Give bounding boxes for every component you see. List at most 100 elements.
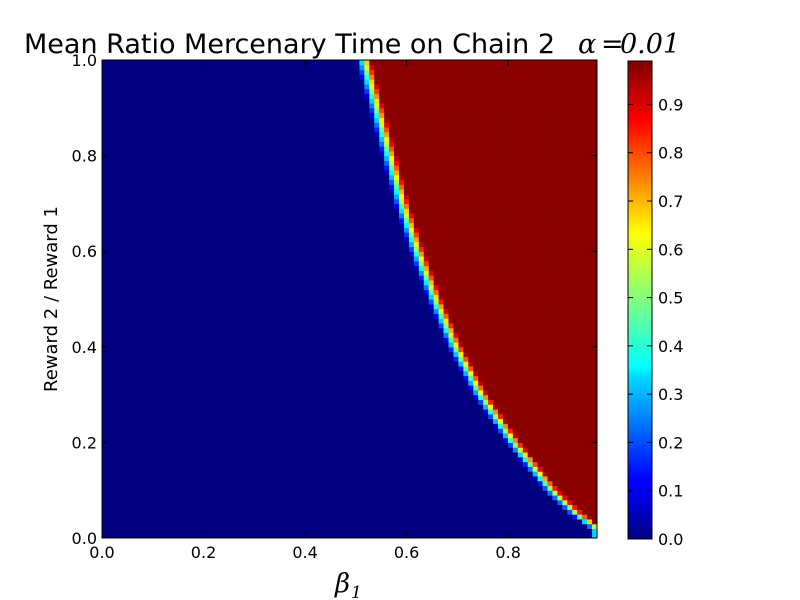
heatmap-cell: [413, 365, 420, 372]
heatmap-cell: [181, 365, 187, 372]
heatmap-cell: [285, 327, 291, 334]
heatmap-cell: [498, 413, 504, 420]
heatmap-cell: [478, 533, 484, 538]
heatmap-cell: [255, 399, 261, 405]
heatmap-cell: [488, 423, 494, 429]
heatmap-cell: [498, 361, 504, 367]
heatmap-cell: [498, 428, 504, 434]
heatmap-cell: [547, 370, 554, 377]
heatmap-cell: [557, 485, 563, 491]
heatmap-cell: [507, 428, 514, 434]
heatmap-cell: [478, 413, 484, 420]
heatmap-cell: [408, 475, 415, 482]
heatmap-cell: [220, 518, 227, 525]
heatmap-cell: [201, 480, 207, 487]
heatmap-cell: [423, 480, 430, 487]
heatmap-cell: [488, 480, 494, 487]
heatmap-cell: [196, 437, 202, 443]
heatmap-cell: [295, 318, 301, 324]
heatmap-cell: [428, 466, 435, 472]
heatmap-cell: [488, 356, 494, 362]
heatmap-cell: [250, 385, 257, 391]
heatmap-cell: [507, 318, 514, 324]
heatmap-cell: [131, 370, 138, 377]
heatmap-cell: [572, 504, 578, 510]
heatmap-cell: [324, 418, 331, 424]
heatmap-cell: [260, 499, 266, 506]
heatmap-cell: [290, 337, 296, 343]
heatmap-cell: [285, 471, 291, 477]
heatmap-cell: [215, 404, 222, 410]
heatmap-cell: [171, 432, 177, 439]
heatmap-cell: [552, 394, 558, 400]
heatmap-cell: [562, 485, 568, 491]
heatmap-cell: [141, 499, 148, 506]
heatmap-cell: [562, 490, 568, 496]
heatmap-cell: [502, 418, 509, 424]
heatmap-cell: [374, 466, 380, 472]
heatmap-cell: [408, 332, 415, 338]
heatmap-cell: [141, 351, 148, 357]
heatmap-cell: [186, 299, 192, 305]
heatmap-cell: [433, 375, 440, 381]
heatmap-cell: [171, 499, 177, 506]
heatmap-cell: [156, 442, 162, 448]
heatmap-cell: [171, 327, 177, 334]
heatmap-cell: [522, 428, 529, 434]
heatmap-cell: [587, 499, 593, 506]
heatmap-cell: [329, 475, 336, 482]
heatmap-cell: [542, 523, 549, 530]
heatmap-cell: [562, 447, 568, 453]
heatmap-cell: [557, 480, 563, 487]
heatmap-cell: [374, 432, 380, 439]
heatmap-cell: [102, 404, 108, 410]
heatmap-cell: [532, 370, 539, 377]
heatmap-cell: [567, 389, 573, 396]
heatmap-cell: [483, 514, 489, 520]
heatmap-cell: [106, 318, 113, 324]
heatmap-cell: [201, 514, 207, 520]
heatmap-cell: [255, 313, 261, 319]
heatmap-cell: [413, 299, 420, 305]
heatmap-cell: [498, 342, 504, 348]
heatmap-cell: [220, 490, 227, 496]
heatmap-cell: [181, 423, 187, 429]
heatmap-cell: [235, 485, 242, 491]
heatmap-cell: [359, 332, 365, 338]
heatmap-cell: [507, 346, 514, 353]
heatmap-cell: [403, 404, 410, 410]
heatmap-cell: [502, 428, 509, 434]
heatmap-cell: [542, 461, 549, 467]
heatmap-cell: [329, 399, 336, 405]
heatmap-cell: [399, 533, 405, 538]
heatmap-cell: [468, 308, 474, 314]
heatmap-cell: [314, 351, 321, 357]
heatmap-cell: [210, 509, 217, 515]
heatmap-cell: [102, 399, 108, 405]
heatmap-cell: [354, 322, 360, 329]
heatmap-cell: [240, 471, 247, 477]
heatmap-cell: [552, 322, 558, 329]
heatmap-cell: [250, 494, 257, 501]
heatmap-cell: [413, 432, 420, 439]
heatmap-cell: [116, 423, 123, 429]
heatmap-cell: [210, 332, 217, 338]
heatmap-cell: [285, 528, 291, 534]
heatmap-cell: [413, 385, 420, 391]
heatmap-cell: [567, 447, 573, 453]
heatmap-cell: [304, 456, 311, 463]
heatmap-cell: [438, 461, 445, 467]
heatmap-cell: [225, 504, 232, 510]
heatmap-cell: [349, 456, 356, 463]
heatmap-cell: [235, 375, 242, 381]
heatmap-cell: [215, 413, 222, 420]
heatmap-cell: [304, 480, 311, 487]
heatmap-cell: [572, 346, 578, 353]
heatmap-cell: [507, 375, 514, 381]
heatmap-cell: [413, 428, 420, 434]
heatmap-cell: [215, 471, 222, 477]
heatmap-cell: [493, 318, 499, 324]
heatmap-cell: [572, 365, 578, 372]
heatmap-cell: [220, 504, 227, 510]
heatmap-cell: [418, 313, 425, 319]
